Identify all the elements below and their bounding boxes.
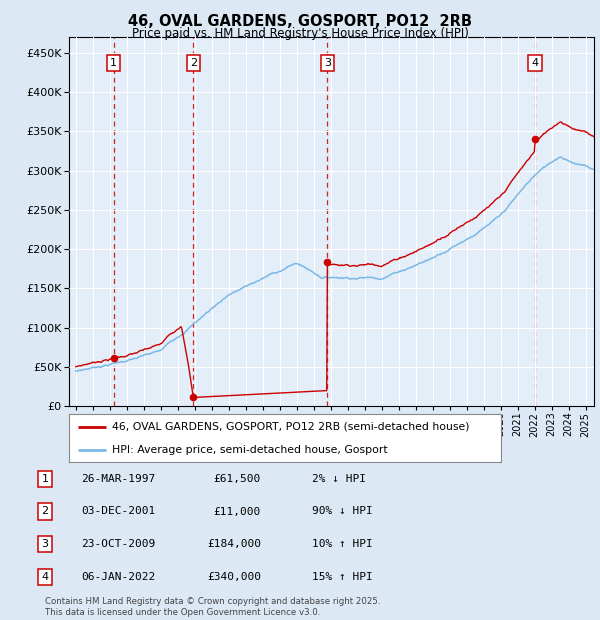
Text: 10% ↑ HPI: 10% ↑ HPI [312, 539, 373, 549]
Text: 3: 3 [324, 58, 331, 68]
Text: 1: 1 [41, 474, 49, 484]
Text: Contains HM Land Registry data © Crown copyright and database right 2025.
This d: Contains HM Land Registry data © Crown c… [45, 598, 380, 617]
Text: 2% ↓ HPI: 2% ↓ HPI [312, 474, 366, 484]
Text: 23-OCT-2009: 23-OCT-2009 [81, 539, 155, 549]
Text: 2: 2 [190, 58, 197, 68]
Text: 46, OVAL GARDENS, GOSPORT, PO12 2RB (semi-detached house): 46, OVAL GARDENS, GOSPORT, PO12 2RB (sem… [112, 422, 470, 432]
Text: 90% ↓ HPI: 90% ↓ HPI [312, 507, 373, 516]
Text: 26-MAR-1997: 26-MAR-1997 [81, 474, 155, 484]
Text: HPI: Average price, semi-detached house, Gosport: HPI: Average price, semi-detached house,… [112, 445, 388, 455]
Text: 15% ↑ HPI: 15% ↑ HPI [312, 572, 373, 582]
Text: £184,000: £184,000 [207, 539, 261, 549]
Text: 46, OVAL GARDENS, GOSPORT, PO12  2RB: 46, OVAL GARDENS, GOSPORT, PO12 2RB [128, 14, 472, 29]
Text: Price paid vs. HM Land Registry's House Price Index (HPI): Price paid vs. HM Land Registry's House … [131, 27, 469, 40]
Text: £340,000: £340,000 [207, 572, 261, 582]
Text: 3: 3 [41, 539, 49, 549]
Text: 06-JAN-2022: 06-JAN-2022 [81, 572, 155, 582]
Text: 4: 4 [532, 58, 538, 68]
Text: £61,500: £61,500 [214, 474, 261, 484]
Text: £11,000: £11,000 [214, 507, 261, 516]
Text: 1: 1 [110, 58, 117, 68]
Text: 03-DEC-2001: 03-DEC-2001 [81, 507, 155, 516]
Text: 2: 2 [41, 507, 49, 516]
Text: 4: 4 [41, 572, 49, 582]
